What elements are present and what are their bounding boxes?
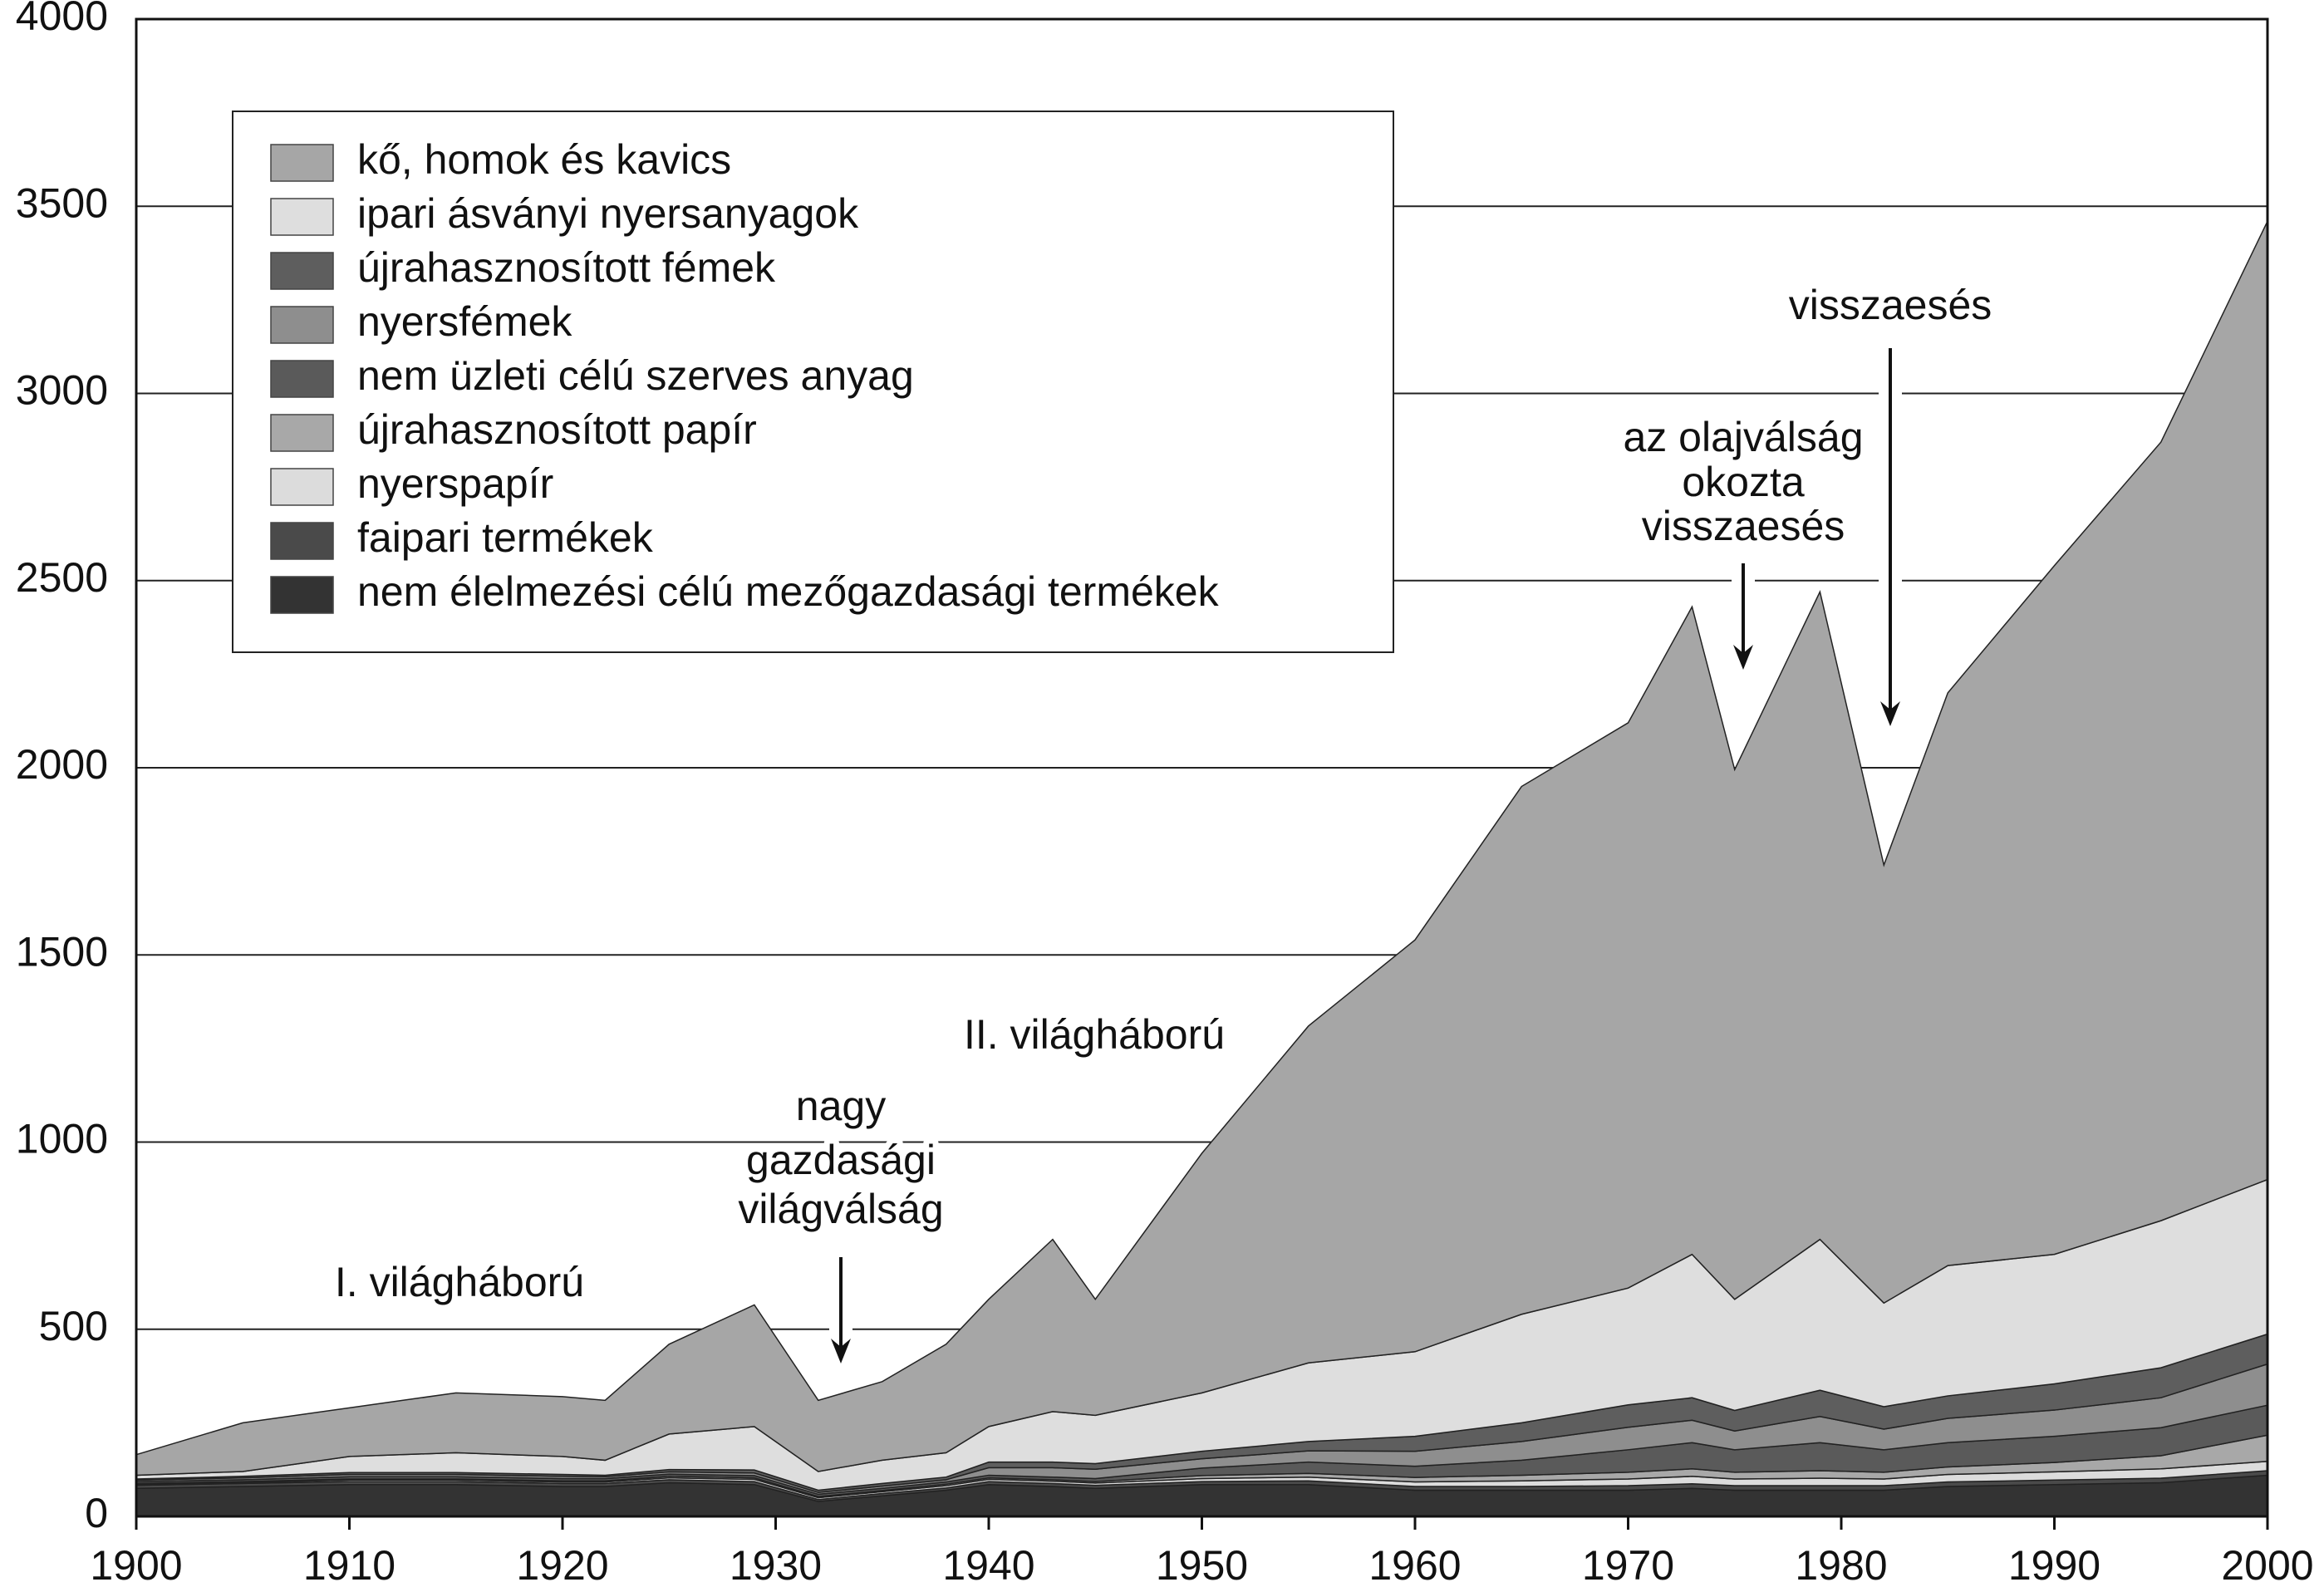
y-tick-label: 4000 xyxy=(16,0,108,39)
x-tick-label: 1910 xyxy=(303,1542,396,1589)
x-tick-label: 1920 xyxy=(516,1542,608,1589)
y-tick-label: 500 xyxy=(39,1303,108,1349)
arrow-head xyxy=(831,1339,851,1364)
annotation: világválság xyxy=(738,1186,943,1232)
x-tick-label: 1930 xyxy=(730,1542,822,1589)
annotation: nagy xyxy=(796,1083,886,1129)
x-tick-label: 1950 xyxy=(1156,1542,1248,1589)
annotation: II. világháború xyxy=(964,1011,1225,1058)
legend-box xyxy=(232,111,1394,653)
y-tick-label: 1000 xyxy=(16,1116,108,1162)
y-tick-label: 3000 xyxy=(16,367,108,414)
legend-label: kő, homok és kavics xyxy=(357,136,731,183)
legend-label: nem élelmezési célú mezőgazdasági termék… xyxy=(357,568,1220,615)
x-tick-label: 1980 xyxy=(1795,1542,1887,1589)
legend-label: nem üzleti célú szerves anyag xyxy=(357,352,914,399)
legend-swatch xyxy=(270,360,334,398)
legend-swatch xyxy=(270,576,334,614)
legend-swatch xyxy=(270,522,334,560)
y-tick-label: 2500 xyxy=(16,554,108,601)
legend-label: ipari ásványi nyersanyagok xyxy=(357,190,859,237)
legend-swatch xyxy=(270,252,334,290)
x-tick-label: 1960 xyxy=(1368,1542,1461,1589)
annotation: visszaesés xyxy=(1642,503,1845,549)
x-tick-label: 1970 xyxy=(1582,1542,1674,1589)
legend-label: újrahasznosított papír xyxy=(357,406,757,453)
legend: kő, homok és kavics ipari ásványi nyersan… xyxy=(232,111,1394,653)
legend-label: nyersfémek xyxy=(357,298,572,345)
x-tick-label: 1940 xyxy=(942,1542,1034,1589)
y-tick-label: 3500 xyxy=(16,179,108,226)
annotation: okozta xyxy=(1682,459,1805,505)
x-tick-label: 1900 xyxy=(90,1542,182,1589)
y-tick-label: 1500 xyxy=(16,928,108,975)
legend-swatch xyxy=(270,144,334,182)
legend-label: újrahasznosított fémek xyxy=(357,244,776,291)
arrow-head xyxy=(1733,645,1753,670)
legend-swatch xyxy=(270,198,334,236)
x-tick-label: 2000 xyxy=(2221,1542,2313,1589)
legend-swatch xyxy=(270,468,334,506)
annotation: az olajválság xyxy=(1623,414,1863,460)
y-tick-label: 0 xyxy=(85,1490,108,1536)
annotation: gazdasági xyxy=(746,1137,936,1183)
annotation: I. világháború xyxy=(335,1259,584,1305)
x-tick-label: 1990 xyxy=(2008,1542,2100,1589)
annotation: visszaesés xyxy=(1789,282,1992,328)
y-tick-label: 2000 xyxy=(16,741,108,788)
legend-label: nyerspapír xyxy=(357,460,553,507)
legend-label: faipari termékek xyxy=(357,514,654,561)
arrow-head xyxy=(1880,701,1900,726)
legend-swatch xyxy=(270,306,334,344)
legend-swatch xyxy=(270,414,334,452)
